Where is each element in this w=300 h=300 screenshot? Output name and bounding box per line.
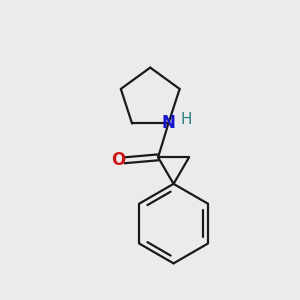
Text: N: N (161, 115, 175, 133)
Text: H: H (180, 112, 192, 127)
Text: O: O (111, 151, 125, 169)
